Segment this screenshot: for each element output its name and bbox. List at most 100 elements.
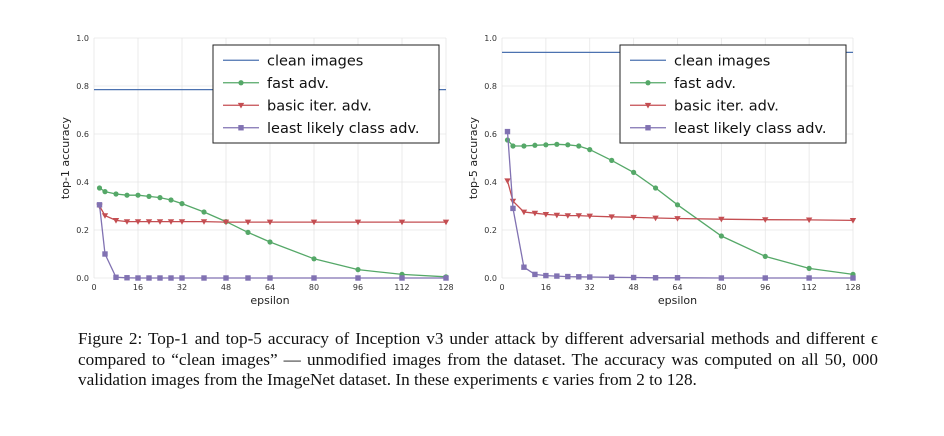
x-tick-label: 0 xyxy=(499,283,504,292)
data-point-basic-iter-adv xyxy=(354,219,362,226)
legend-marker-basic-iter-adv xyxy=(237,102,245,109)
y-tick-label: 1.0 xyxy=(76,34,89,43)
x-tick-label: 96 xyxy=(353,283,363,292)
data-point-basic-iter-adv xyxy=(145,219,153,225)
x-tick-label: 112 xyxy=(801,283,816,292)
y-tick-label: 0.6 xyxy=(484,130,497,139)
data-point-basic-iter-adv xyxy=(156,219,164,225)
data-point-least-likely-class-adv xyxy=(510,205,516,212)
legend-label: fast adv. xyxy=(267,76,329,92)
legend-label: fast adv. xyxy=(674,76,736,92)
data-point-basic-iter-adv xyxy=(608,214,615,220)
data-point-least-likely-class-adv xyxy=(674,275,681,281)
legend-marker-least-likely-class-adv xyxy=(238,125,244,131)
data-point-least-likely-class-adv xyxy=(504,128,511,135)
data-point-basic-iter-adv xyxy=(123,219,131,225)
series-line-basic-iter-adv xyxy=(506,180,854,222)
data-point-least-likely-class-adv xyxy=(762,275,768,281)
data-point-least-likely-class-adv xyxy=(576,274,582,280)
data-point-least-likely-class-adv xyxy=(201,275,207,281)
chart-top5-accuracy: 0 16 32 48 64 80 96 112 128 0.0 0.2 0.4 0.6 0.8 1.0 eps… xyxy=(467,34,861,307)
data-point-basic-iter-adv xyxy=(504,178,511,184)
y-tick-label: 0.0 xyxy=(484,274,497,283)
x-tick-label: 16 xyxy=(541,283,551,292)
figure-caption: Figure 2: Top-1 and top-5 accuracy of In… xyxy=(78,329,878,389)
data-point-fast-adv xyxy=(652,185,659,191)
data-point-least-likely-class-adv xyxy=(102,251,108,257)
data-point-least-likely-class-adv xyxy=(850,275,856,281)
x-tick-label: 112 xyxy=(394,283,409,292)
data-point-least-likely-class-adv xyxy=(543,272,549,279)
x-tick-label: 80 xyxy=(716,283,726,292)
x-tick-label: 32 xyxy=(177,283,187,292)
data-point-fast-adv xyxy=(267,239,273,245)
x-tick-label: 128 xyxy=(845,283,860,292)
legend-marker-fast-adv xyxy=(645,80,651,86)
data-point-fast-adv xyxy=(521,143,527,149)
data-point-basic-iter-adv xyxy=(553,212,561,219)
data-point-fast-adv xyxy=(762,253,768,259)
data-point-fast-adv xyxy=(96,185,103,191)
series-line-fast-adv xyxy=(507,139,854,276)
x-tick-label: 96 xyxy=(760,283,770,292)
data-point-basic-iter-adv xyxy=(398,219,406,226)
data-point-basic-iter-adv xyxy=(167,219,175,225)
data-point-fast-adv xyxy=(146,193,152,199)
data-point-least-likely-class-adv xyxy=(399,275,405,281)
data-point-basic-iter-adv xyxy=(101,213,109,219)
data-point-basic-iter-adv xyxy=(630,214,637,221)
data-point-least-likely-class-adv xyxy=(652,275,659,281)
data-point-basic-iter-adv xyxy=(442,219,450,226)
data-point-least-likely-class-adv xyxy=(168,275,174,281)
x-tick-label: 64 xyxy=(672,283,682,292)
y-axis-label: top-5 accuracy xyxy=(467,116,480,199)
data-point-fast-adv xyxy=(124,192,130,198)
legend-label: least likely class adv. xyxy=(267,121,420,137)
data-point-basic-iter-adv xyxy=(674,216,681,222)
data-point-least-likely-class-adv xyxy=(267,275,273,281)
data-point-basic-iter-adv xyxy=(200,219,208,225)
data-point-fast-adv xyxy=(631,169,637,175)
chart-top1-accuracy: 0 16 32 48 64 80 96 112 128 0.0 0.2 0.4 0.6 0.8 1.0 eps… xyxy=(59,34,454,307)
data-point-least-likely-class-adv xyxy=(443,275,449,281)
data-point-basic-iter-adv xyxy=(805,217,813,224)
x-tick-label: 64 xyxy=(265,283,275,292)
x-axis-label: epsilon xyxy=(250,294,289,307)
data-point-fast-adv xyxy=(179,201,185,207)
data-point-fast-adv xyxy=(157,195,163,201)
legend-label: clean images xyxy=(674,53,770,69)
data-point-least-likely-class-adv xyxy=(311,275,317,281)
data-point-fast-adv xyxy=(554,141,560,147)
legend-marker-basic-iter-adv xyxy=(644,102,652,109)
y-tick-label: 0.4 xyxy=(484,178,497,187)
y-tick-label: 0.0 xyxy=(76,274,89,283)
y-tick-label: 0.4 xyxy=(76,178,89,187)
data-point-least-likely-class-adv xyxy=(554,273,560,279)
data-point-fast-adv xyxy=(168,197,174,203)
data-point-fast-adv xyxy=(102,189,108,195)
data-point-fast-adv xyxy=(609,157,615,163)
data-point-fast-adv xyxy=(355,267,361,273)
data-point-least-likely-class-adv xyxy=(179,275,185,281)
y-axis-label: top-1 accuracy xyxy=(59,116,72,199)
data-point-fast-adv xyxy=(135,192,141,198)
data-point-least-likely-class-adv xyxy=(355,275,361,281)
data-point-fast-adv xyxy=(718,233,724,239)
legend-item-basic-iter-adv: basic iter. adv. xyxy=(223,98,372,114)
data-point-least-likely-class-adv xyxy=(245,275,251,281)
data-point-basic-iter-adv xyxy=(575,213,582,219)
data-point-basic-iter-adv xyxy=(718,216,725,223)
x-tick-label: 48 xyxy=(629,283,639,292)
figure: 0 16 32 48 64 80 96 112 128 0.0 0.2 0.4 0.6 0.8 1.0 eps… xyxy=(59,34,861,307)
data-point-least-likely-class-adv xyxy=(96,202,103,208)
legend-item-clean-images: clean images xyxy=(630,53,770,69)
data-point-least-likely-class-adv xyxy=(630,274,637,281)
data-point-fast-adv xyxy=(201,209,207,215)
data-point-fast-adv xyxy=(543,142,549,148)
legend-item-fast-adv: fast adv. xyxy=(630,76,736,92)
x-tick-label: 32 xyxy=(585,283,595,292)
legend-label: basic iter. adv. xyxy=(267,98,372,114)
legend: clean images fast adv. basic iter. adv. lea… xyxy=(212,44,440,144)
data-point-least-likely-class-adv xyxy=(587,274,593,280)
data-point-least-likely-class-adv xyxy=(146,275,152,281)
